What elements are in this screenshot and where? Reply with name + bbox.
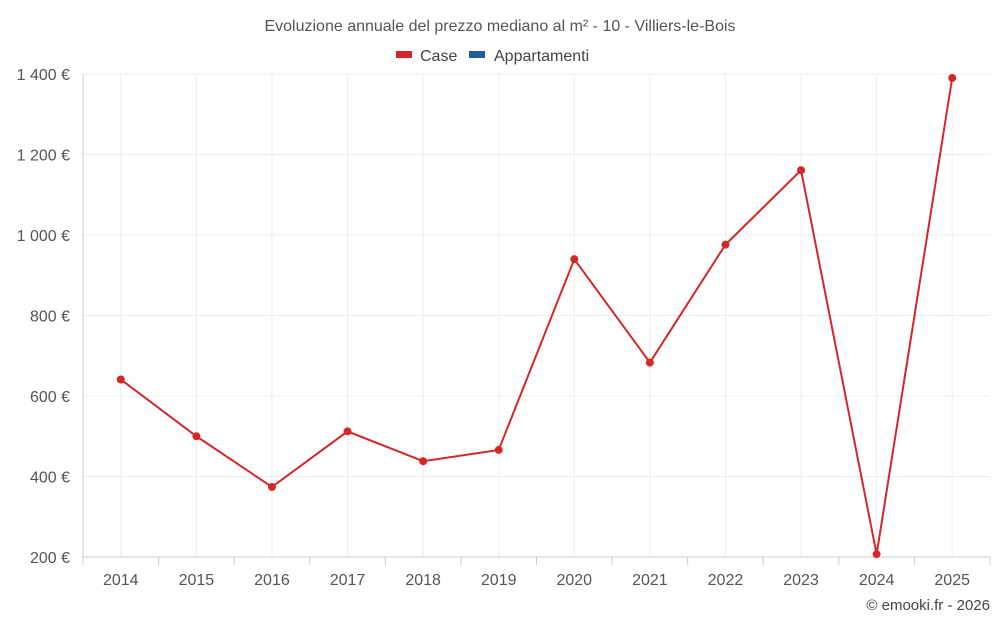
data-point[interactable] [343, 427, 352, 436]
y-tick-label: 800 € [30, 309, 70, 326]
chart-title: Evoluzione annuale del prezzo mediano al… [264, 18, 735, 35]
legend-swatch-appartamenti [469, 51, 485, 58]
y-tick-label: 400 € [30, 470, 70, 487]
y-tick-label: 600 € [30, 389, 70, 406]
grid [83, 73, 990, 557]
data-point[interactable] [419, 457, 428, 466]
data-point[interactable] [645, 358, 654, 367]
x-tick-label: 2016 [254, 572, 290, 589]
data-point[interactable] [192, 432, 201, 441]
legend-label-appartamenti[interactable]: Appartamenti [494, 48, 589, 65]
x-tick-label: 2018 [405, 572, 441, 589]
data-point[interactable] [267, 482, 276, 491]
credit: © emooki.fr - 2026 [866, 597, 990, 614]
x-tick-label: 2020 [556, 572, 592, 589]
x-tick-label: 2015 [179, 572, 215, 589]
y-tick-label: 1 200 € [17, 148, 70, 165]
legend-swatch-case [396, 51, 412, 58]
x-tick-label: 2023 [783, 572, 819, 589]
y-tick-label: 200 € [30, 550, 70, 567]
plot-area [116, 74, 957, 559]
legend: Case Appartamenti [396, 48, 589, 65]
data-point[interactable] [494, 445, 503, 454]
data-point[interactable] [116, 375, 125, 384]
data-point[interactable] [721, 240, 730, 249]
x-tick-label: 2021 [632, 572, 668, 589]
data-point[interactable] [948, 74, 957, 83]
x-tick-label: 2017 [330, 572, 366, 589]
x-tick-label: 2025 [934, 572, 970, 589]
x-tick-label: 2022 [708, 572, 744, 589]
axes: 200 € 400 € 600 € 800 € 1 000 € 1 200 € 1 400 … [17, 67, 991, 589]
data-point[interactable] [570, 255, 579, 264]
y-tick-label: 1 400 € [17, 67, 70, 84]
data-point[interactable] [872, 550, 881, 559]
x-tick-label: 2019 [481, 572, 517, 589]
series-line-case [120, 77, 954, 555]
data-point[interactable] [797, 166, 806, 175]
y-tick-label: 1 000 € [17, 228, 70, 245]
legend-label-case[interactable]: Case [420, 48, 457, 65]
x-tick-label: 2014 [103, 572, 139, 589]
x-tick-label: 2024 [859, 572, 895, 589]
